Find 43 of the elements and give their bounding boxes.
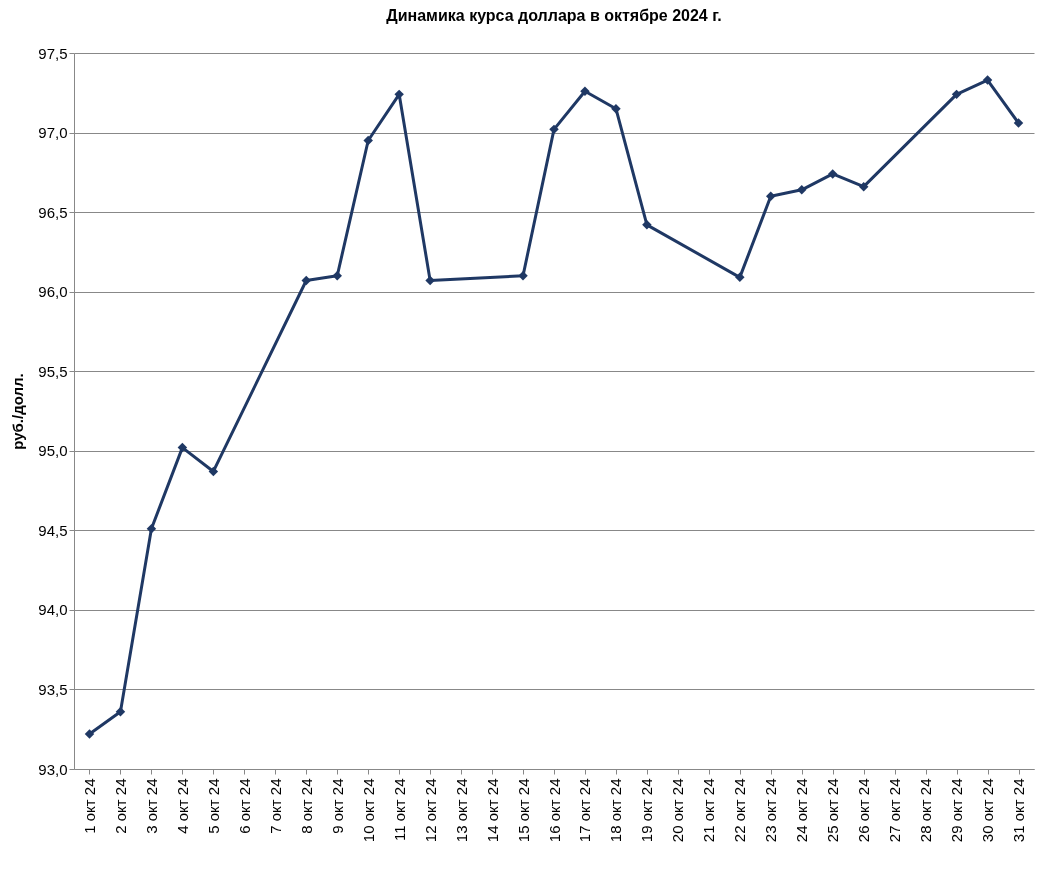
- x-tick-label: 8 окт 24: [297, 778, 315, 834]
- x-tick-label: 16 окт 24: [545, 778, 563, 843]
- y-tick-label: 96,0: [38, 283, 68, 301]
- x-tick-label: 18 окт 24: [607, 778, 625, 843]
- y-tick-label: 95,0: [38, 442, 68, 460]
- x-tick-label: 6 окт 24: [235, 778, 253, 834]
- x-tick-label: 14 окт 24: [483, 778, 501, 843]
- x-tick-label: 10 окт 24: [359, 778, 377, 843]
- x-tick-label: 27 окт 24: [886, 778, 904, 843]
- x-tick-label: 28 окт 24: [917, 778, 935, 843]
- y-tick-label: 97,0: [38, 124, 68, 142]
- x-tick-label: 20 окт 24: [669, 778, 687, 843]
- y-tick-label: 97,5: [38, 44, 68, 62]
- y-tick-label: 94,0: [38, 601, 68, 619]
- chart-title: Динамика курса доллара в октябре 2024 г.: [386, 7, 722, 24]
- x-tick-label: 29 окт 24: [948, 778, 966, 843]
- x-tick-label: 19 окт 24: [638, 778, 656, 843]
- x-tick-label: 31 окт 24: [1010, 778, 1028, 843]
- y-tick-label: 93,0: [38, 760, 68, 778]
- x-tick-label: 5 окт 24: [204, 778, 222, 834]
- y-axis-title: руб./долл.: [9, 373, 27, 450]
- y-tick-label: 94,5: [38, 521, 68, 539]
- x-tick-label: 15 окт 24: [514, 778, 532, 843]
- x-tick-label: 26 окт 24: [855, 778, 873, 843]
- x-tick-label: 12 окт 24: [421, 778, 439, 843]
- x-tick-label: 17 окт 24: [576, 778, 594, 843]
- y-tick-label: 96,5: [38, 203, 68, 221]
- x-tick-label: 22 окт 24: [731, 778, 749, 843]
- x-tick-label: 3 окт 24: [142, 778, 160, 834]
- y-tick-label: 93,5: [38, 680, 68, 698]
- x-tick-label: 4 окт 24: [173, 778, 191, 834]
- x-tick-label: 11 окт 24: [390, 778, 408, 842]
- x-tick-label: 21 окт 24: [700, 778, 718, 843]
- x-tick-label: 7 окт 24: [266, 778, 284, 834]
- x-tick-label: 25 окт 24: [824, 778, 842, 843]
- x-tick-label: 30 окт 24: [979, 778, 997, 843]
- x-tick-label: 24 окт 24: [793, 778, 811, 843]
- x-tick-label: 2 окт 24: [111, 778, 129, 834]
- x-tick-label: 13 окт 24: [452, 778, 470, 843]
- y-tick-label: 95,5: [38, 362, 68, 380]
- x-tick-label: 1 окт 24: [80, 778, 98, 834]
- x-tick-label: 9 окт 24: [328, 778, 346, 834]
- x-tick-label: 23 окт 24: [762, 778, 780, 843]
